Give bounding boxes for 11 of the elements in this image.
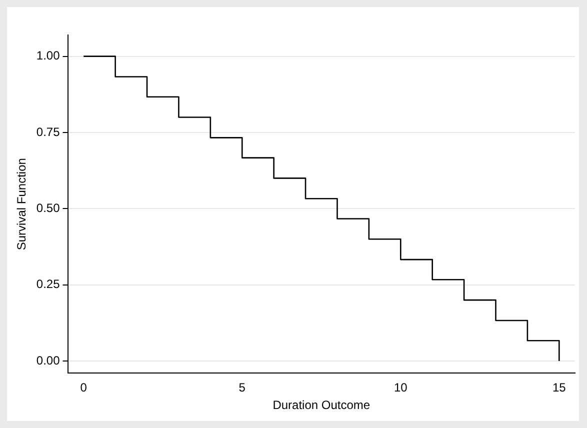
x-tick-label: 0: [80, 380, 88, 395]
x-tick-label: 10: [394, 380, 408, 395]
y-axis-title: Survival Function: [14, 158, 29, 250]
x-axis-title: Duration Outcome: [272, 398, 370, 412]
y-tick-label: 0.75: [36, 124, 60, 139]
y-tick-label: 1.00: [36, 48, 60, 63]
y-tick-label: 0.25: [36, 277, 60, 292]
x-tick-label: 5: [238, 380, 246, 395]
x-tick-label: 15: [552, 380, 566, 395]
y-tick-label: 0.50: [36, 200, 60, 215]
y-tick-label: 0.00: [36, 353, 60, 368]
